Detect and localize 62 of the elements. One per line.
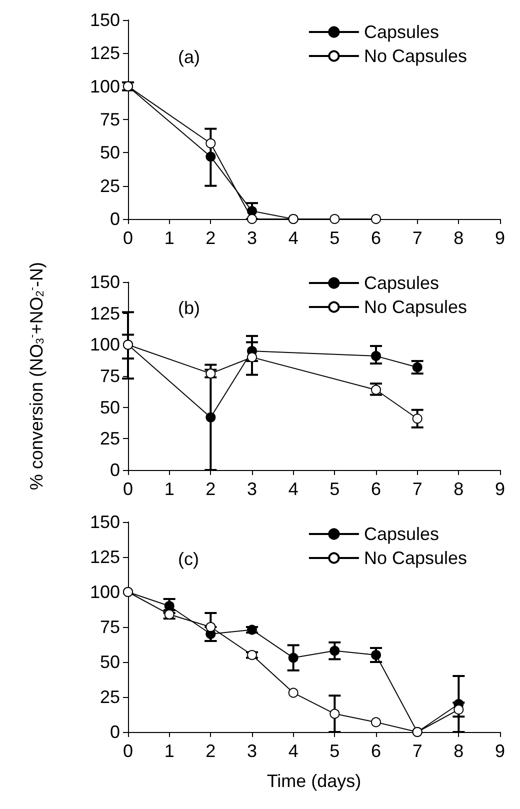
x-tick-label: 4 (288, 479, 298, 499)
annotation: (b) (178, 298, 200, 318)
y-tick-label: 50 (100, 142, 120, 163)
legend-label: Capsules (364, 22, 439, 42)
x-tick-label: 9 (494, 479, 506, 499)
x-tick-label: 3 (246, 228, 258, 248)
y-tick-label: 0 (110, 460, 120, 480)
y-tick-label: 50 (100, 397, 120, 418)
y-tick-label: 125 (90, 43, 120, 64)
x-tick-label: 0 (122, 479, 134, 499)
x-tick-label: 3 (246, 741, 258, 761)
legend-label: No Capsules (364, 297, 468, 317)
x-tick-label: 9 (494, 228, 506, 248)
y-tick-label: 150 (90, 272, 120, 292)
y-tick-label: 25 (100, 428, 120, 449)
x-tick-label: 8 (454, 741, 464, 761)
x-tick-label: 6 (370, 741, 382, 761)
x-tick-label: 7 (412, 741, 422, 761)
x-tick-label: 4 (288, 741, 298, 761)
x-tick-label: 4 (288, 228, 298, 248)
y-tick-label: 150 (90, 10, 120, 30)
x-tick-label: 8 (454, 228, 464, 248)
x-tick-label: 0 (122, 228, 134, 248)
y-tick-label: 75 (100, 617, 120, 637)
x-tick-label: 2 (206, 228, 216, 248)
x-tick-label: 6 (370, 479, 382, 499)
y-tick-label: 100 (90, 582, 120, 602)
y-tick-label: 100 (90, 76, 120, 96)
y-tick-label: 125 (90, 547, 120, 567)
annotation: (c) (178, 549, 199, 569)
x-tick-label: 7 (412, 228, 422, 248)
y-tick-label: 75 (100, 366, 120, 386)
x-tick-label: 0 (122, 741, 134, 761)
y-tick-label: 25 (100, 176, 120, 196)
x-tick-label: 1 (164, 741, 174, 761)
y-tick-label: 100 (90, 334, 120, 355)
x-tick-label: 3 (246, 479, 258, 499)
x-tick-label: 1 (164, 479, 174, 499)
y-tick-label: 75 (100, 110, 120, 130)
x-tick-label: 5 (330, 228, 340, 248)
x-tick-label: 7 (412, 479, 422, 499)
y-tick-label: 25 (100, 687, 120, 707)
x-tick-label: 6 (370, 228, 382, 248)
legend-label: Capsules (364, 273, 439, 293)
x-tick-label: 2 (206, 741, 216, 761)
x-tick-label: 1 (164, 228, 174, 248)
y-tick-label: 0 (110, 722, 120, 742)
legend-label: Capsules (364, 524, 439, 544)
x-tick-label: 5 (330, 479, 340, 499)
annotation: (a) (178, 47, 200, 67)
y-axis-title: % conversion (NO3-+NO2--N) (26, 262, 46, 490)
x-tick-label: 8 (454, 479, 464, 499)
x-tick-label: 5 (330, 741, 340, 761)
y-tick-label: 150 (90, 512, 120, 532)
y-tick-label: 0 (110, 209, 120, 229)
legend-label: No Capsules (364, 46, 468, 66)
legend-label: No Capsules (364, 548, 468, 568)
x-tick-label: 2 (206, 479, 216, 499)
y-tick-label: 125 (90, 303, 120, 324)
x-axis-title: Time (days) (266, 771, 362, 791)
y-tick-label: 50 (100, 652, 120, 672)
x-tick-label: 9 (494, 741, 506, 761)
